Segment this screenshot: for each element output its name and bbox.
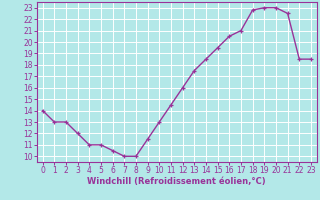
X-axis label: Windchill (Refroidissement éolien,°C): Windchill (Refroidissement éolien,°C) bbox=[87, 177, 266, 186]
